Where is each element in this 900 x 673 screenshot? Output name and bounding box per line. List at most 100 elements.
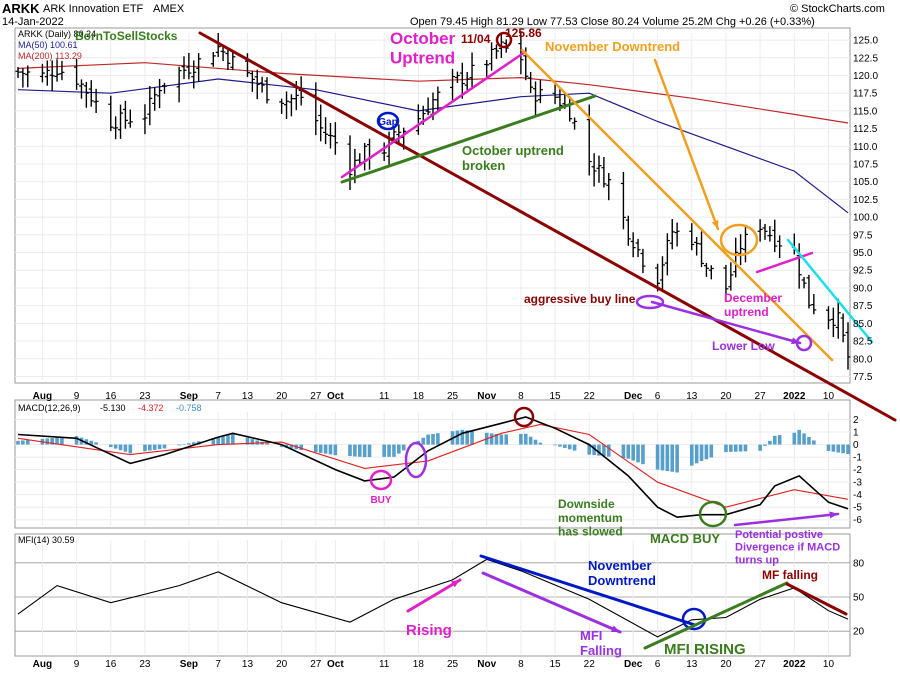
macd-histogram-bar — [504, 434, 509, 445]
macd-histogram-bar — [94, 442, 98, 445]
macd-histogram-bar — [152, 444, 157, 450]
macd-buy-circle — [369, 469, 393, 491]
macd-histogram-bar — [826, 444, 831, 451]
price-tick-label-19: 77.5 — [853, 372, 873, 383]
macd-histogram-bar — [675, 444, 679, 473]
macd-histogram-bar — [187, 443, 191, 445]
gap-label: Gap — [378, 117, 397, 128]
december-uptrend-label: December uptrend — [724, 291, 782, 319]
x-tick-label-8: 27 — [310, 391, 322, 402]
x-tick-label-bottom-7: 20 — [276, 659, 288, 670]
macd-histogram-bar — [763, 444, 767, 446]
macd-histogram-bar — [499, 434, 504, 445]
macd-histogram-bar — [348, 444, 352, 457]
macd-histogram-bar — [597, 444, 601, 456]
gap-circle — [376, 111, 400, 131]
macd-histogram-bar — [45, 438, 50, 445]
x-tick-label-bottom-18: 6 — [655, 659, 661, 670]
macd-buy-annotation: MACD BUY — [650, 531, 720, 546]
macd-histogram-bar — [50, 438, 54, 445]
november-downtrend-line — [520, 48, 834, 362]
aggressive-buy-trendline — [198, 31, 897, 422]
peak-value-label: 125.86 — [505, 26, 542, 40]
macd-histogram-bar — [626, 444, 631, 459]
macd-histogram-bar — [729, 444, 733, 452]
price-tick-label-3: 117.5 — [853, 89, 878, 100]
potential-divergence-arrow — [733, 512, 840, 527]
december-uptrend-line — [755, 251, 814, 274]
stockcharts-copyright[interactable]: © StockCharts.com — [790, 3, 885, 15]
x-tick-label-bottom-2: 16 — [105, 659, 117, 670]
x-tick-label-5: 7 — [215, 391, 221, 402]
october-uptrend-label: October Uptrend — [390, 29, 456, 68]
ma50-legend: MA(50) 100.61 — [18, 40, 78, 50]
mfi-rising-line — [643, 581, 789, 650]
price-tick-label-18: 80.0 — [853, 354, 873, 365]
october-uptrend-line — [340, 50, 527, 179]
macd-histogram-bar — [426, 434, 430, 445]
macd-histogram-bar — [60, 437, 64, 445]
macd-histogram-bar — [694, 444, 699, 464]
x-tick-label-bottom-21: 27 — [755, 659, 767, 670]
december-top-circle — [719, 223, 759, 257]
potential-divergence-arrow-head — [829, 511, 838, 519]
lower-low-circle — [795, 334, 813, 352]
x-tick-label-bottom-12: 25 — [447, 659, 459, 670]
mfi-legend: MFI(14) 30.59 — [18, 535, 75, 545]
x-tick-label-11: 18 — [413, 391, 425, 402]
macd-histogram-bar — [421, 437, 426, 445]
x-tick-label-bottom-15: 15 — [549, 659, 561, 670]
macd-cross-ellipse — [404, 441, 428, 479]
mfi-falling-label: MFI Falling — [580, 628, 622, 658]
macd-histogram-bar — [436, 433, 440, 445]
macd-histogram-bar — [641, 444, 645, 465]
price-tick-label-8: 105.0 — [853, 177, 878, 188]
macd-histogram-bar — [226, 434, 230, 445]
x-tick-label-14: 8 — [518, 391, 524, 402]
macd-histogram-bar — [157, 444, 162, 450]
x-tick-label-16: 22 — [584, 391, 596, 402]
macd-histogram-bar — [113, 444, 118, 449]
macd-histogram-bar — [792, 432, 797, 445]
macd-histogram-bar — [265, 443, 269, 445]
macd-histogram-bar — [528, 436, 533, 445]
macd-histogram-bar — [772, 435, 777, 445]
x-tick-label-13: Nov — [477, 391, 496, 402]
x-tick-label-bottom-0: Aug — [33, 659, 52, 670]
price-legend-symbol: ARKK (Daily) 80.24 — [18, 29, 96, 39]
macd-histogram-bar — [470, 431, 474, 445]
macd-histogram-bar — [250, 439, 255, 445]
x-tick-label-bottom-3: 23 — [139, 659, 151, 670]
macd-histogram-bar — [538, 442, 543, 445]
x-tick-label-12: 25 — [447, 391, 459, 402]
macd-histogram-bar — [21, 440, 25, 445]
macd-histogram-bar — [333, 444, 338, 456]
november-downtrend-label: November Downtrend — [545, 39, 680, 54]
price-tick-label-17: 82.5 — [853, 337, 873, 348]
x-tick-label-1: 9 — [74, 391, 80, 402]
chart-date: 14-Jan-2022 — [2, 16, 64, 28]
macd-histogram-bar — [670, 444, 675, 472]
macd-histogram-bar — [494, 433, 499, 445]
macd-histogram-bar — [392, 444, 396, 457]
price-tick-label-16: 85.0 — [853, 319, 873, 330]
macd-histogram-bar — [655, 444, 660, 470]
rising-arrow-head — [451, 580, 460, 588]
ma200-line — [17, 62, 849, 124]
macd-histogram-bar — [314, 444, 318, 453]
macd-histogram-bar — [812, 440, 816, 445]
macd-histogram-bar — [704, 444, 709, 460]
mfi-tick-label-0: 80 — [853, 558, 865, 569]
october-uptrend-broken-label: October uptrend broken — [462, 143, 564, 173]
macd-signal-line — [17, 423, 849, 508]
rising-label: Rising — [406, 622, 452, 639]
macd-tick-label-5: -3 — [853, 478, 862, 489]
x-tick-label-9: Oct — [327, 391, 344, 402]
aggressive-buy-circle — [635, 294, 665, 310]
macd-histogram-bar — [123, 444, 128, 452]
peak-circle — [495, 31, 513, 49]
mf-falling-line — [785, 582, 848, 616]
mfi-november-downtrend-line — [479, 554, 697, 627]
october-uptrend-broken-line — [340, 94, 597, 184]
